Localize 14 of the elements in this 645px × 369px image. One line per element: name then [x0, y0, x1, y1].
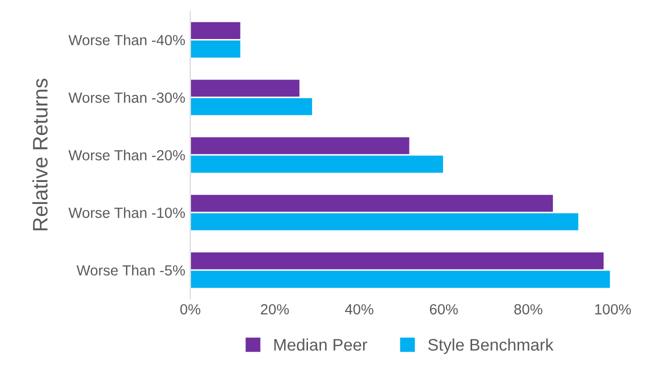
x-tick-label: 100% [595, 304, 631, 314]
y-tick-label: Worse Than -40% [68, 34, 185, 46]
y-tick-label: Worse Than -30% [68, 92, 185, 103]
x-tick-label: 80% [514, 304, 542, 314]
x-tick-label: 60% [430, 304, 458, 314]
x-tick-label: 40% [345, 304, 374, 314]
legend-label: Style Benchmark [428, 338, 554, 354]
y-axis-title: Relative Returns [32, 78, 48, 230]
x-tick-label: 0% [180, 304, 200, 314]
y-tick-label: Worse Than -10% [68, 207, 185, 218]
x-tick-label: 20% [260, 304, 289, 314]
y-tick-label: Worse Than -5% [76, 264, 185, 276]
y-tick-label: Worse Than -20% [68, 150, 185, 160]
legend-label: Median Peer [274, 338, 368, 351]
